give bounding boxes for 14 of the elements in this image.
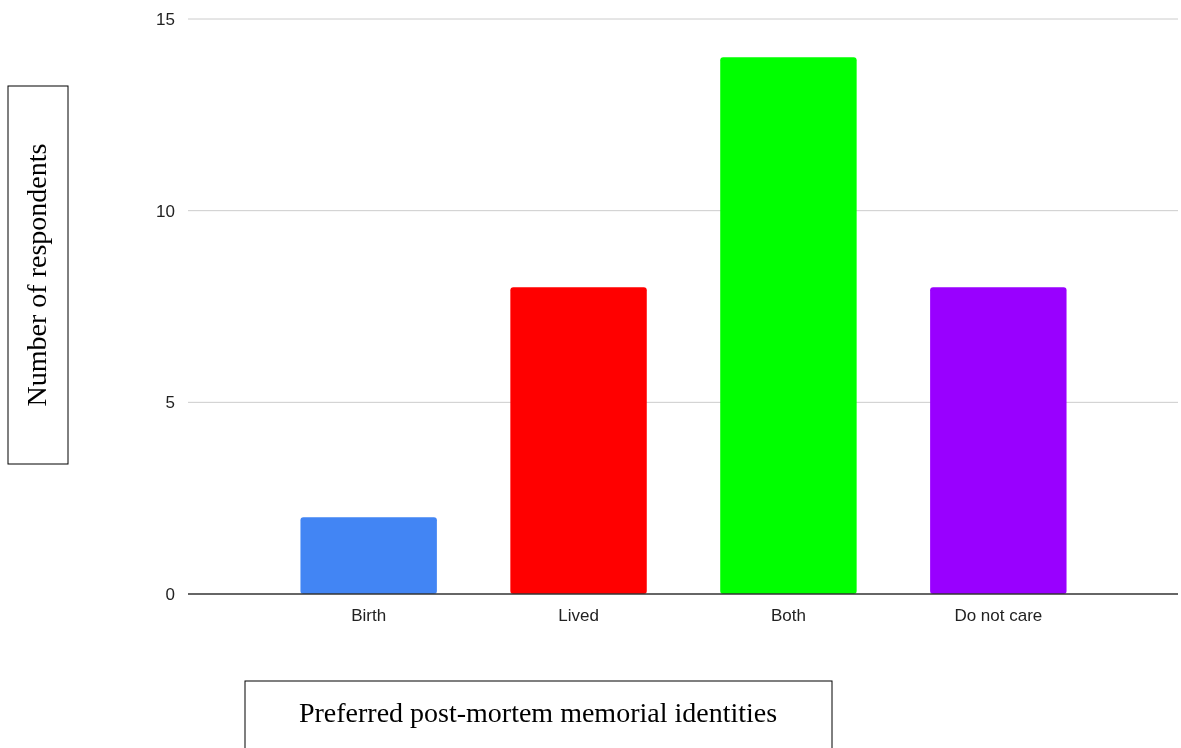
y-tick-label: 0	[165, 584, 175, 604]
y-tick-label: 15	[156, 9, 175, 29]
x-tick-label: Do not care	[954, 606, 1043, 625]
x-tick-label: Both	[770, 606, 806, 625]
y-tick-label: 10	[156, 201, 175, 221]
bar	[300, 517, 437, 594]
x-tick-label: Lived	[558, 606, 599, 625]
x-axis-title: Preferred post-mortem memorial identities	[298, 697, 778, 728]
y-axis-title: Number of respondents	[21, 143, 52, 407]
x-tick-label: Birth	[351, 606, 387, 625]
bar	[930, 287, 1067, 594]
bar	[720, 57, 857, 594]
bar	[510, 287, 647, 594]
y-tick-label: 5	[165, 393, 175, 413]
